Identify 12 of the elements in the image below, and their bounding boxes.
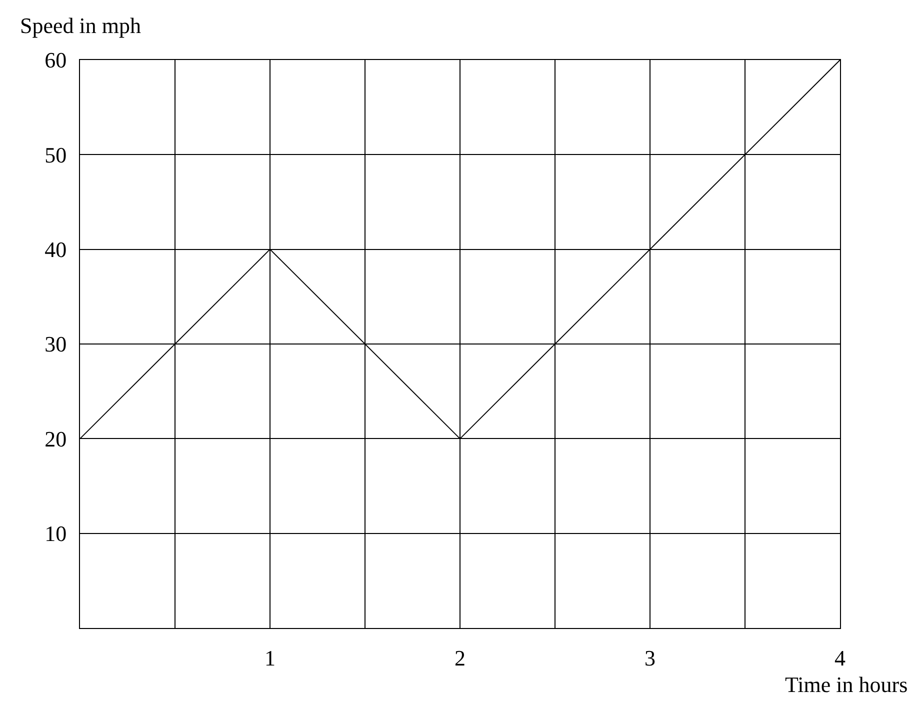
x-axis-title: Time in hours — [785, 672, 908, 697]
y-tick-label: 40 — [44, 237, 67, 262]
x-tick-label: 3 — [644, 645, 656, 670]
x-tick-label: 1 — [264, 645, 276, 670]
y-axis-title: Speed in mph — [20, 13, 141, 38]
x-tick-label: 4 — [834, 645, 846, 670]
y-tick-label: 60 — [44, 48, 67, 73]
y-tick-label: 10 — [44, 521, 67, 546]
y-tick-label: 30 — [44, 332, 67, 357]
y-tick-label: 50 — [44, 142, 67, 168]
x-tick-label: 2 — [454, 645, 466, 670]
y-tick-label: 20 — [44, 426, 67, 452]
